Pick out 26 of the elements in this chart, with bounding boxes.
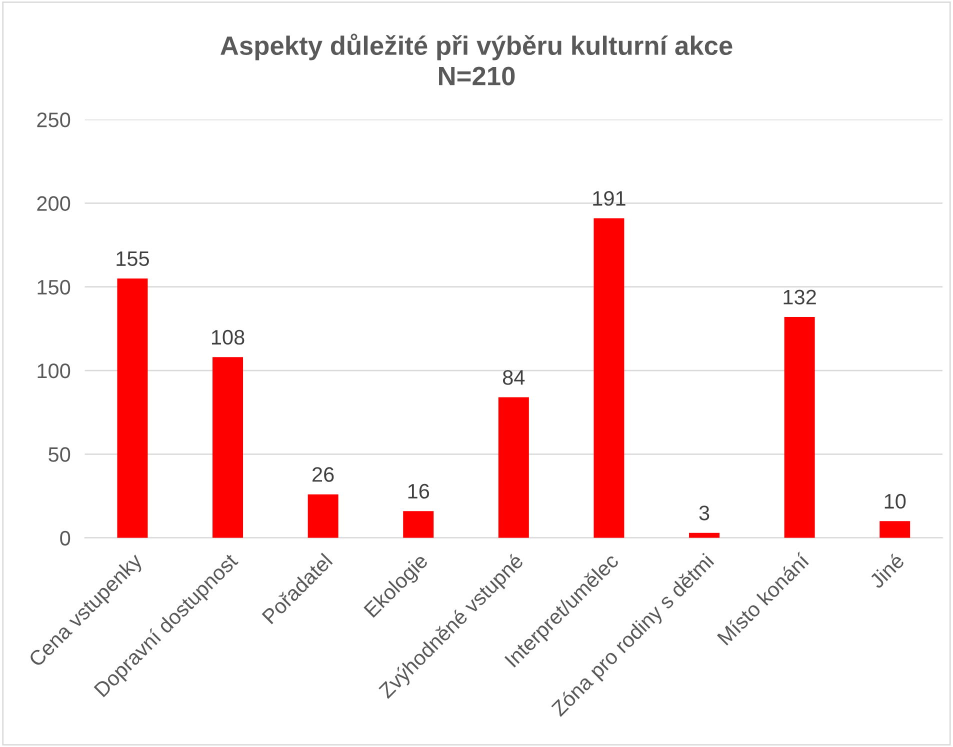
data-label: 191 — [593, 191, 626, 206]
data-label: 10 — [884, 494, 906, 509]
data-label: 16 — [408, 484, 430, 499]
bar — [117, 278, 148, 538]
y-tick-label: 0 — [60, 530, 70, 546]
data-label: 3 — [699, 506, 710, 520]
y-tick-label: 250 — [37, 112, 70, 128]
y-tick-label: 50 — [48, 447, 70, 462]
data-label: 84 — [502, 370, 525, 385]
x-tick-label: Jiné — [868, 552, 906, 590]
data-label: 26 — [312, 467, 334, 482]
data-label: 155 — [116, 251, 149, 266]
bar — [880, 521, 910, 538]
y-tick-label: 150 — [38, 280, 70, 295]
data-label: 108 — [212, 330, 244, 345]
bar — [308, 494, 338, 538]
bar — [594, 218, 624, 538]
bar — [403, 511, 434, 538]
bar — [689, 532, 720, 538]
bar — [784, 316, 815, 538]
data-label: 132 — [784, 290, 816, 305]
y-tick-label: 100 — [38, 364, 70, 378]
bar — [212, 357, 244, 538]
bar — [498, 397, 529, 538]
y-tick-label: 200 — [37, 196, 70, 211]
chart-title: Aspekty důležité při výběru kulturní akce N=210 — [220, 34, 732, 86]
